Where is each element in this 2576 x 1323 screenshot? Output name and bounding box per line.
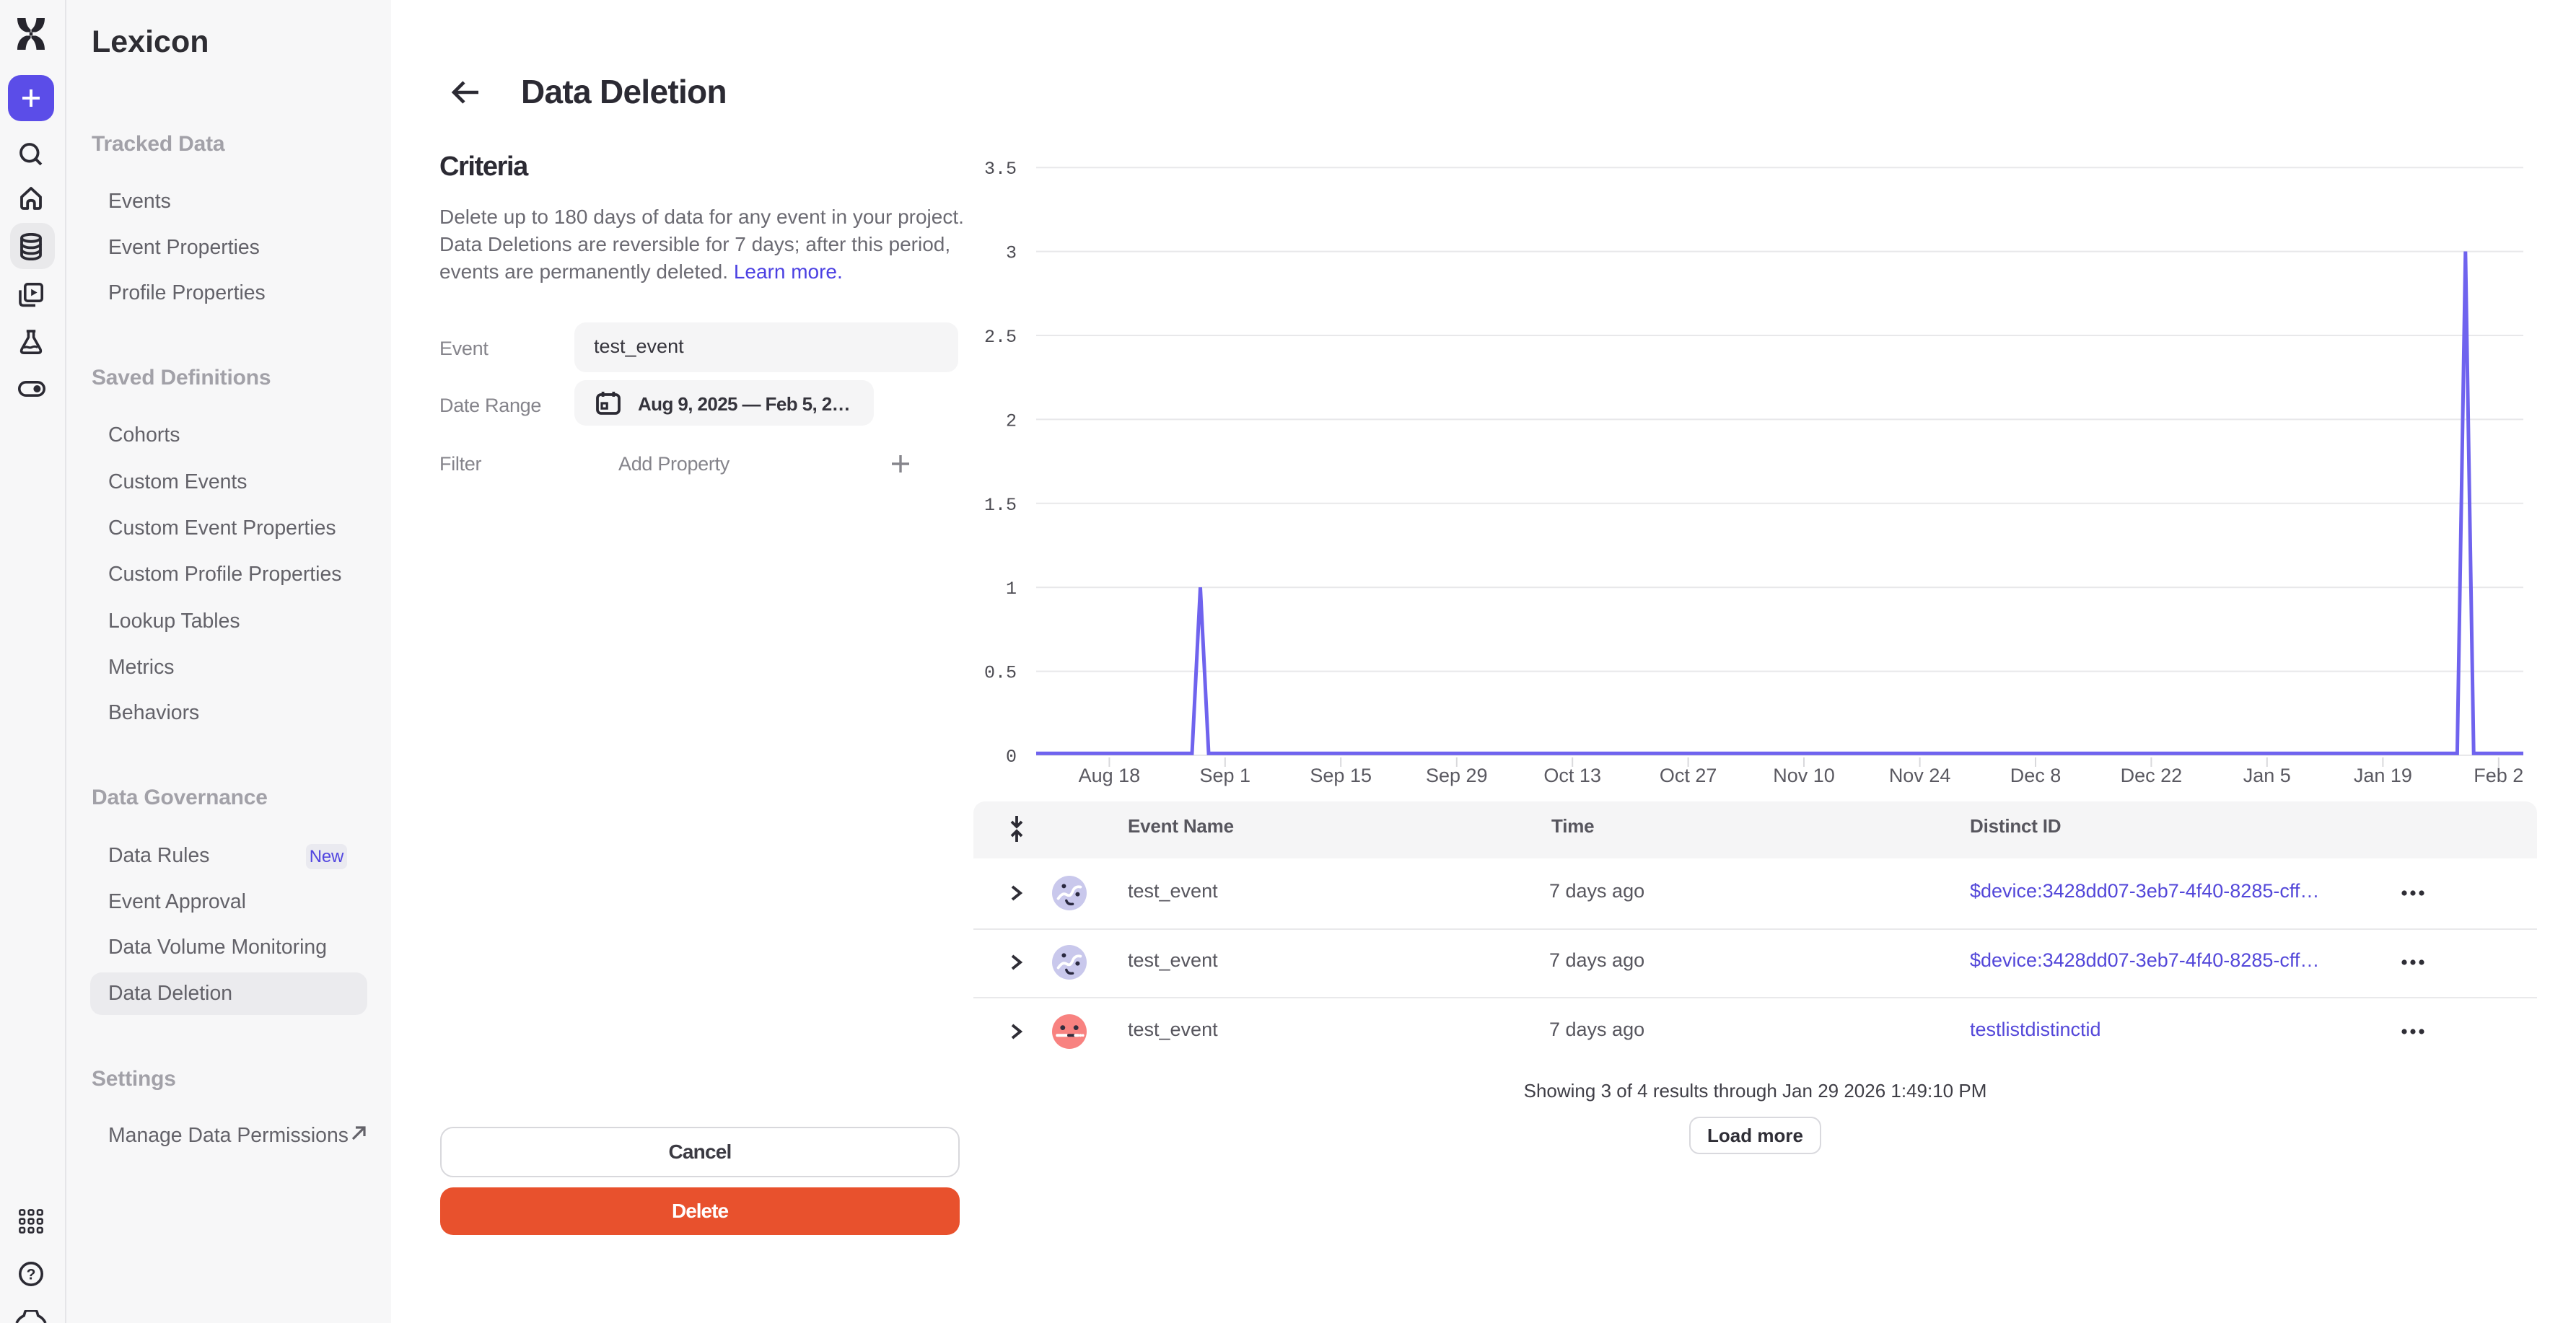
svg-text:2: 2 [1006, 410, 1017, 431]
svg-text:1: 1 [1006, 579, 1017, 599]
svg-text:?: ? [27, 1266, 36, 1283]
svg-text:Sep 29: Sep 29 [1426, 765, 1488, 786]
svg-text:Jan 19: Jan 19 [2354, 765, 2412, 786]
svg-text:Dec 8: Dec 8 [2010, 765, 2062, 786]
svg-text:Feb 2: Feb 2 [2474, 765, 2523, 786]
svg-text:Aug 18: Aug 18 [1079, 765, 1141, 786]
svg-text:Jan 5: Jan 5 [2243, 765, 2291, 786]
svg-text:3: 3 [1006, 243, 1017, 264]
svg-text:0.5: 0.5 [984, 663, 1017, 684]
svg-text:1.5: 1.5 [984, 495, 1017, 516]
svg-text:Oct 13: Oct 13 [1543, 765, 1601, 786]
svg-text:Sep 15: Sep 15 [1310, 765, 1372, 786]
svg-text:2.5: 2.5 [984, 327, 1017, 348]
svg-text:0: 0 [1006, 747, 1017, 768]
svg-text:Dec 22: Dec 22 [2121, 765, 2183, 786]
svg-text:Nov 10: Nov 10 [1773, 765, 1835, 786]
svg-text:Nov 24: Nov 24 [1889, 765, 1951, 786]
svg-text:3.5: 3.5 [984, 159, 1017, 180]
svg-text:Oct 27: Oct 27 [1660, 765, 1717, 786]
svg-text:Sep 1: Sep 1 [1200, 765, 1251, 786]
